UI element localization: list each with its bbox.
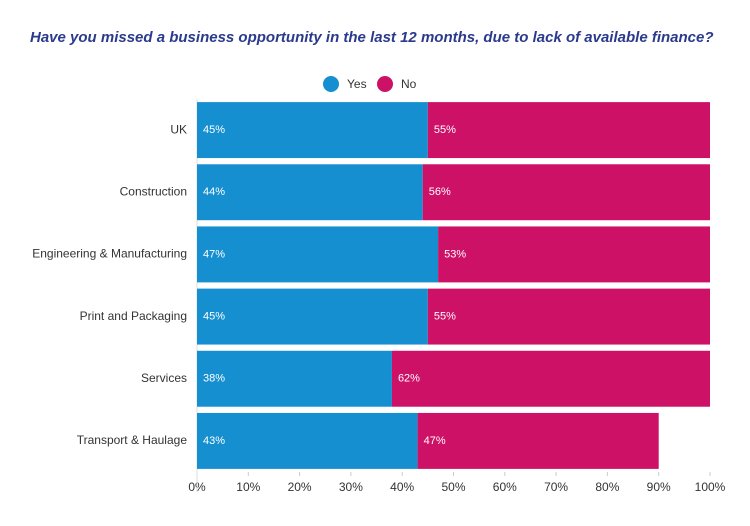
y-tick-label: Transport & Haulage <box>77 433 188 447</box>
x-tick-label: 70% <box>544 480 568 494</box>
data-label: 53% <box>444 248 466 260</box>
bar-segment <box>197 288 428 345</box>
bar-segment <box>438 226 710 283</box>
bar-segment <box>427 102 710 159</box>
data-label: 47% <box>424 435 446 447</box>
data-label: 38% <box>203 373 225 385</box>
legend-label: No <box>401 77 417 91</box>
data-label: 56% <box>429 186 451 198</box>
x-tick-label: 80% <box>595 480 619 494</box>
legend-label: Yes <box>347 77 367 91</box>
x-tick-label: 30% <box>339 480 363 494</box>
x-tick-label: 40% <box>390 480 414 494</box>
bar-segment <box>422 164 710 221</box>
data-label: 45% <box>203 124 225 136</box>
y-tick-label: Engineering & Manufacturing <box>32 247 187 261</box>
bar-segment <box>417 412 659 469</box>
chart-title: Have you missed a business opportunity i… <box>30 29 714 46</box>
data-label: 55% <box>434 310 456 322</box>
bar-segment <box>391 350 710 407</box>
bar-segment <box>197 412 418 469</box>
bar-segment <box>197 350 392 407</box>
data-label: 43% <box>203 435 225 447</box>
bar-segment <box>197 102 428 159</box>
bar-segment <box>197 226 439 283</box>
y-tick-label: Construction <box>120 184 187 198</box>
x-tick-label: 20% <box>288 480 312 494</box>
bar-segment <box>427 288 710 345</box>
data-label: 45% <box>203 310 225 322</box>
x-tick-label: 90% <box>647 480 671 494</box>
data-label: 55% <box>434 124 456 136</box>
x-tick-label: 100% <box>695 480 726 494</box>
bar-segment <box>197 164 423 221</box>
x-tick-label: 60% <box>493 480 517 494</box>
legend-marker <box>377 76 393 92</box>
y-tick-label: Services <box>141 371 187 385</box>
data-label: 44% <box>203 186 225 198</box>
y-tick-label: Print and Packaging <box>80 309 187 323</box>
x-tick-label: 10% <box>236 480 260 494</box>
y-tick-label: UK <box>170 122 187 136</box>
data-label: 47% <box>203 248 225 260</box>
x-tick-label: 50% <box>441 480 465 494</box>
legend-marker <box>323 76 339 92</box>
data-label: 62% <box>398 373 420 385</box>
